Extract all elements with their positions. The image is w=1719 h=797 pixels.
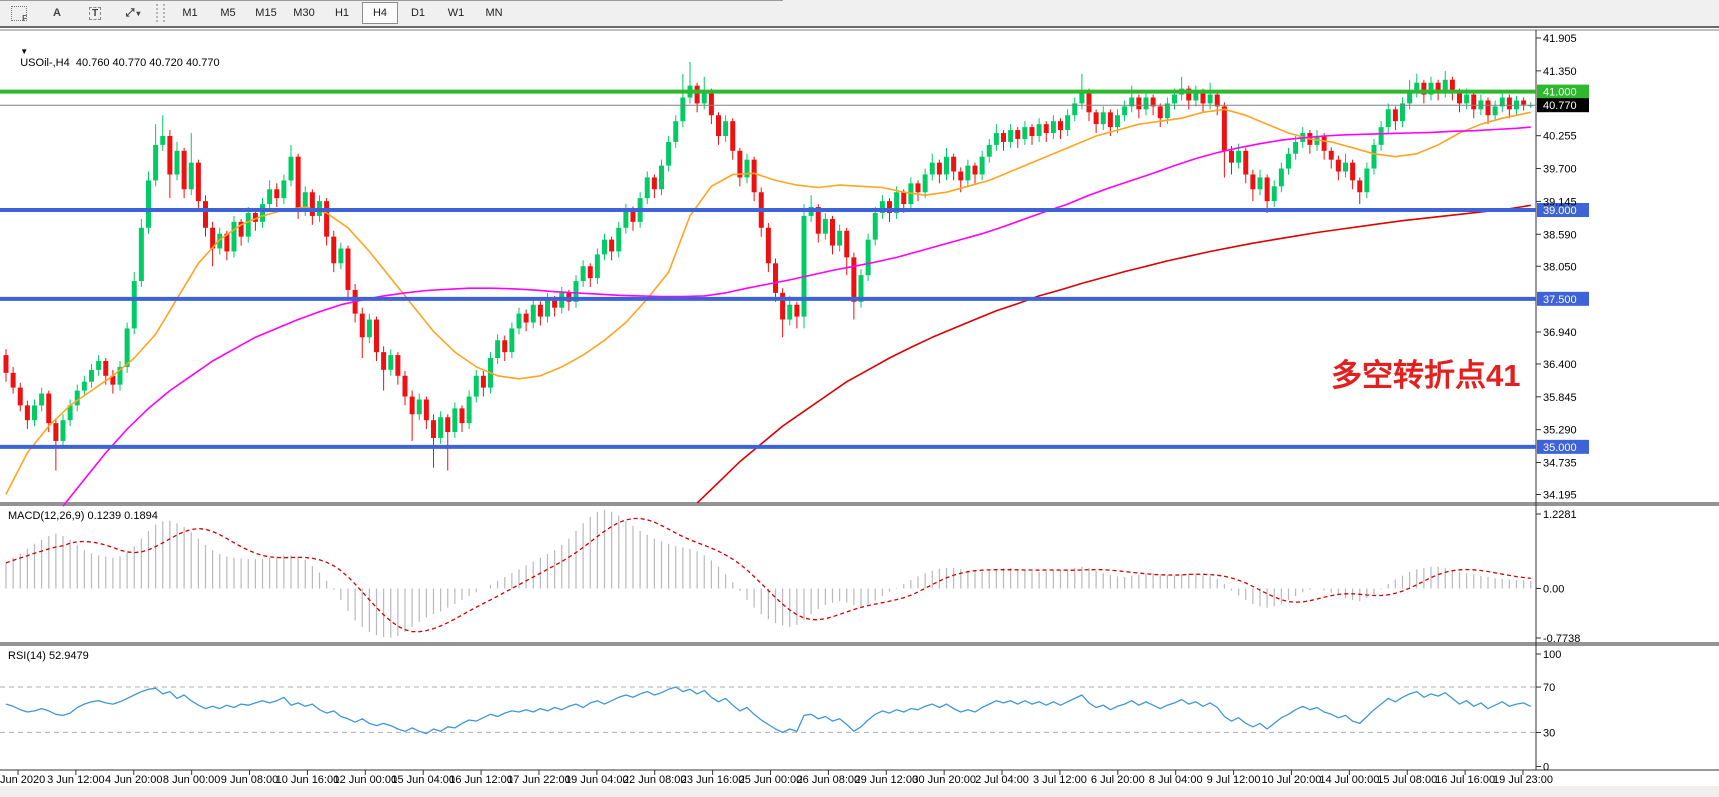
- ma-slow-line: [696, 204, 1531, 504]
- svg-text:39.000: 39.000: [1543, 205, 1577, 217]
- window-edge: [0, 0, 783, 1]
- label-a-icon: A: [53, 7, 61, 19]
- hline-label-35.000: [1537, 439, 1589, 454]
- price-tick: 38.050: [1543, 261, 1577, 273]
- price-tick: 34.735: [1543, 458, 1577, 470]
- rsi-indicator-label: RSI(14) 52.9479: [8, 650, 89, 662]
- price-tick: 36.940: [1543, 327, 1577, 339]
- hline-label-37.500: [1537, 291, 1589, 306]
- price-tick: 35.290: [1543, 425, 1577, 437]
- svg-text:37.500: 37.500: [1543, 294, 1577, 306]
- svg-text:35.000: 35.000: [1543, 442, 1577, 454]
- time-tick: 2 Jun 2020: [0, 774, 45, 786]
- chart-text-annotation: 多空转折点41: [1331, 358, 1521, 393]
- timeframe-mn-button[interactable]: MN: [485, 7, 503, 19]
- timeframe-m1-button[interactable]: M1: [182, 7, 198, 19]
- cursor-tool-button[interactable]: ⤢ ▾: [115, 2, 151, 24]
- chevron-down-icon: ▾: [136, 8, 141, 18]
- time-tick: 17 Jun 22:00: [507, 774, 571, 786]
- macd-tick: 0.00: [1543, 584, 1564, 596]
- price-tick: 35.845: [1543, 392, 1577, 404]
- macd-indicator-label: MACD(12,26,9) 0.1239 0.1894: [8, 510, 158, 522]
- hline-label-39.000: [1537, 203, 1589, 218]
- timeframe-h4-button[interactable]: H4: [362, 2, 398, 24]
- timeframe-bar: M1 M5 M15 M30 H1 H4 D1 W1 MN: [171, 2, 513, 24]
- timeframe-w1-button[interactable]: W1: [447, 7, 465, 19]
- price-tick: 34.195: [1543, 490, 1577, 502]
- timeframe-d1-button[interactable]: D1: [410, 7, 426, 19]
- symbol-title: ▼ USOil-,H4 40.760 40.770 40.720 40.770: [20, 47, 220, 69]
- time-tick: 14 Jul 00:00: [1319, 774, 1379, 786]
- timeframe-m30-button[interactable]: M30: [293, 7, 315, 19]
- time-tick: 3 Jun 12:00: [47, 774, 105, 786]
- svg-text:40.770: 40.770: [1543, 100, 1577, 112]
- rsi-tick: 0: [1543, 761, 1549, 773]
- toolbar: F A T ⤢ ▾ M1 M5 M15 M30 H1 H4 D1 W1 MN: [0, 0, 1719, 28]
- price-tick: 41.350: [1543, 66, 1577, 78]
- time-tick: 30 Jun 20:00: [912, 774, 976, 786]
- cursor-arrows-icon: ⤢: [125, 6, 135, 19]
- price-tick: 40.255: [1543, 131, 1577, 143]
- time-tick: 8 Jun 00:00: [163, 774, 221, 786]
- time-tick: 19 Jul 23:00: [1493, 774, 1553, 786]
- time-tick: 25 Jun 00:00: [739, 774, 803, 786]
- time-tick: 12 Jun 00:00: [333, 774, 397, 786]
- price-tick: 41.905: [1543, 33, 1577, 45]
- time-tick: 16 Jun 12:00: [449, 774, 513, 786]
- rsi-tick: 100: [1543, 649, 1561, 661]
- price-tick: 38.590: [1543, 229, 1577, 241]
- label-tool-button[interactable]: A: [39, 2, 75, 24]
- time-tick: 29 Jun 12:00: [854, 774, 918, 786]
- time-tick: 3 Jul 12:00: [1033, 774, 1087, 786]
- price-tick: 39.145: [1543, 196, 1577, 208]
- rsi-line: [5, 686, 1532, 735]
- indicator-grid-button[interactable]: F: [1, 2, 37, 24]
- macd-tick: 1.2281: [1543, 509, 1577, 521]
- indicator-grid-icon: F: [11, 5, 27, 23]
- hline-label-41.000: [1537, 84, 1589, 99]
- time-tick: 22 Jun 08:00: [623, 774, 687, 786]
- collapse-icon[interactable]: ▼: [20, 47, 29, 56]
- ma-mid-line: [62, 126, 1531, 507]
- rsi-tick: 30: [1543, 727, 1555, 739]
- toolbar-grip[interactable]: [156, 4, 165, 22]
- timeframe-m15-button[interactable]: M15: [255, 7, 277, 19]
- price-tick: 39.700: [1543, 164, 1577, 176]
- time-tick: 9 Jul 12:00: [1207, 774, 1261, 786]
- text-tool-icon: T: [88, 6, 102, 20]
- time-tick: 2 Jul 04:00: [975, 774, 1029, 786]
- rsi-tick: 70: [1543, 682, 1555, 694]
- time-tick: 15 Jun 04:00: [391, 774, 455, 786]
- status-strip: [0, 786, 1719, 797]
- ma-fast-line: [5, 108, 1531, 495]
- time-tick: 4 Jun 20:00: [105, 774, 163, 786]
- time-tick: 23 Jun 16:00: [681, 774, 745, 786]
- time-tick: 10 Jul 20:00: [1261, 774, 1321, 786]
- time-tick: 19 Jun 04:00: [565, 774, 629, 786]
- hline-label-40.770: [1537, 98, 1589, 113]
- macd-tick: -0.7738: [1543, 633, 1580, 645]
- time-tick: 9 Jun 08:00: [221, 774, 279, 786]
- time-tick: 8 Jul 04:00: [1149, 774, 1203, 786]
- timeframe-h1-button[interactable]: H1: [334, 7, 350, 19]
- time-tick: 15 Jul 08:00: [1377, 774, 1437, 786]
- price-tick: 36.400: [1543, 359, 1577, 371]
- time-tick: 26 Jun 08:00: [797, 774, 861, 786]
- macd-layer: [5, 509, 1532, 638]
- time-tick: 6 Jul 20:00: [1091, 774, 1145, 786]
- macd-signal-line: [5, 517, 1531, 633]
- text-tool-button[interactable]: T: [77, 2, 113, 24]
- time-tick: 10 Jun 16:00: [276, 774, 340, 786]
- timeframe-m5-button[interactable]: M5: [220, 7, 236, 19]
- svg-text:41.000: 41.000: [1543, 87, 1577, 99]
- time-tick: 16 Jul 16:00: [1435, 774, 1495, 786]
